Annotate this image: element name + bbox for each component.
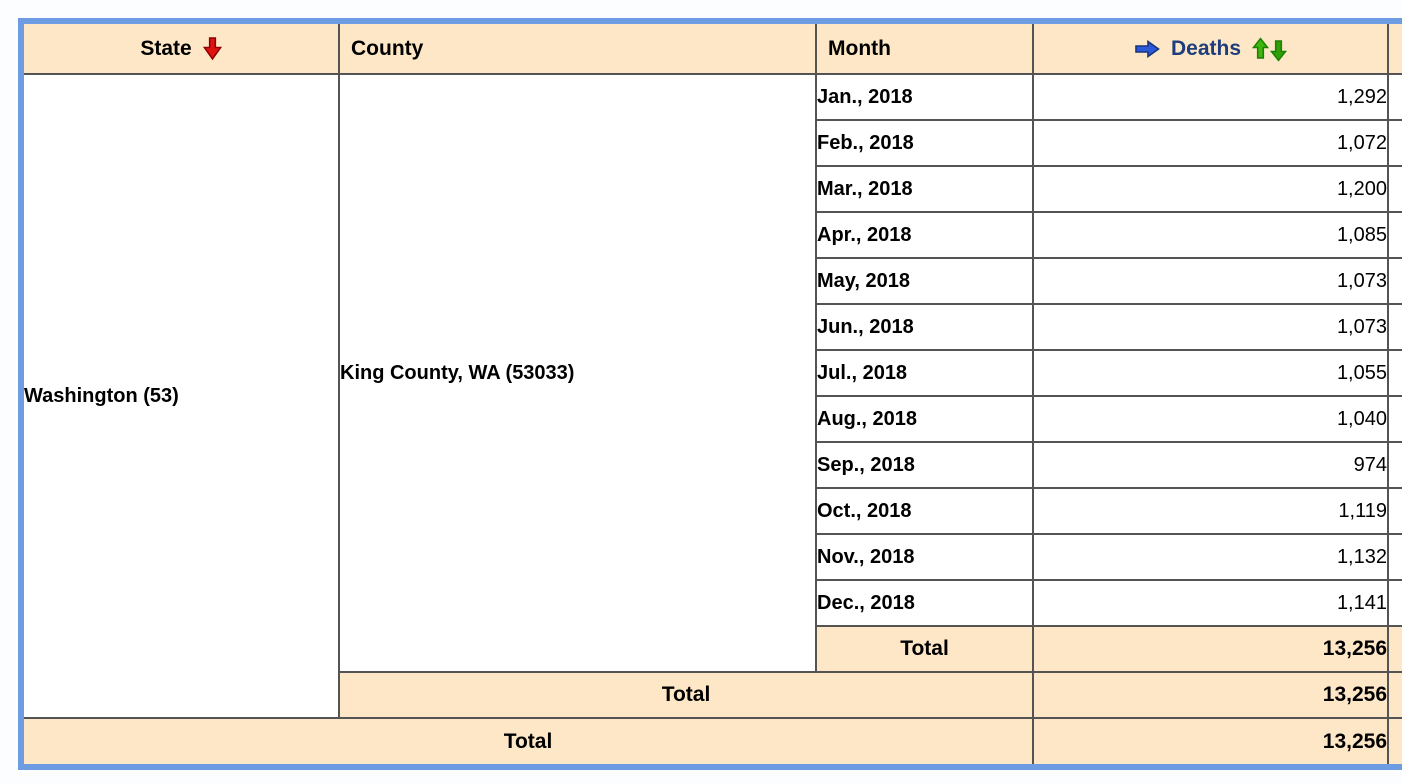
next-column-cell-sliver: [1388, 672, 1402, 719]
deaths-cell: 1,085: [1033, 212, 1389, 259]
table-row: Washington (53) King County, WA (53033) …: [24, 74, 1402, 719]
deaths-cell: 1,119: [1033, 488, 1389, 535]
month-cell: Apr., 2018: [816, 212, 1034, 259]
next-column-cell-sliver: [1388, 166, 1402, 213]
deaths-cell: 1,040: [1033, 396, 1389, 443]
county-month-total-row: Total 13,256: [24, 626, 1402, 673]
month-cell: Sep., 2018: [816, 442, 1034, 489]
state-column-header: State: [24, 24, 340, 75]
month-cell: Dec., 2018: [816, 580, 1034, 627]
grand-total-value-cell: 13,256: [1033, 718, 1389, 764]
next-column-cell-sliver: [1388, 304, 1402, 351]
deaths-by-month-table: State County Month: [24, 24, 1402, 764]
month-header-label: Month: [828, 36, 891, 60]
deaths-cell: 1,073: [1033, 258, 1389, 305]
month-column-header: Month: [816, 24, 1034, 75]
county-total-value-cell: 13,256: [1033, 672, 1389, 719]
table-row: Oct., 2018 1,119: [24, 488, 1402, 535]
state-header-label: State: [140, 36, 192, 60]
deaths-column-header: Deaths: [1033, 24, 1389, 75]
month-cell: Mar., 2018: [816, 166, 1034, 213]
next-column-cell-sliver: [1388, 212, 1402, 259]
next-column-cell-sliver: [1388, 442, 1402, 489]
table-row: Mar., 2018 1,200: [24, 166, 1402, 213]
table-row: Jul., 2018 1,055: [24, 350, 1402, 397]
county-total-row: Total 13,256: [24, 672, 1402, 719]
deaths-sort-descending-icon[interactable]: [1269, 39, 1288, 62]
next-column-cell-sliver: [1388, 534, 1402, 581]
next-column-cell-sliver: [1388, 626, 1402, 673]
next-column-cell-sliver: [1388, 580, 1402, 627]
next-column-cell-sliver: [1388, 120, 1402, 167]
deaths-cell: 974: [1033, 442, 1389, 489]
table-row: May, 2018 1,073: [24, 258, 1402, 305]
state-sort-descending-icon[interactable]: [202, 36, 222, 61]
next-column-cell-sliver: [1388, 488, 1402, 535]
table-row: Aug., 2018 1,040: [24, 396, 1402, 443]
state-cell: Washington (53): [24, 74, 340, 719]
grand-total-row: Total 13,256: [24, 718, 1402, 764]
county-cell: King County, WA (53033): [339, 74, 817, 673]
month-cell: Oct., 2018: [816, 488, 1034, 535]
next-column-cell-sliver: [1388, 350, 1402, 397]
table-row: Dec., 2018 1,141: [24, 580, 1402, 627]
month-total-label-cell: Total: [816, 626, 1034, 673]
deaths-cell: 1,141: [1033, 580, 1389, 627]
deaths-cell: 1,072: [1033, 120, 1389, 167]
county-header-label: County: [351, 36, 424, 60]
table-row: Sep., 2018 974: [24, 442, 1402, 489]
county-total-label-cell: Total: [339, 672, 1034, 719]
county-column-header: County: [339, 24, 817, 75]
deaths-cell: 1,073: [1033, 304, 1389, 351]
next-column-cell-sliver: [1388, 258, 1402, 305]
deaths-cell: 1,132: [1033, 534, 1389, 581]
month-cell: Jan., 2018: [816, 74, 1034, 121]
deaths-sort-ascending-icon[interactable]: [1251, 37, 1270, 60]
month-cell: Aug., 2018: [816, 396, 1034, 443]
grand-total-label-cell: Total: [24, 718, 1034, 764]
deaths-pointer-right-icon[interactable]: [1134, 39, 1160, 58]
table-row: Feb., 2018 1,072: [24, 120, 1402, 167]
deaths-cell: 1,292: [1033, 74, 1389, 121]
deaths-cell: 1,055: [1033, 350, 1389, 397]
table-row: Jun., 2018 1,073: [24, 304, 1402, 351]
next-column-cell-sliver: [1388, 74, 1402, 121]
month-total-value-cell: 13,256: [1033, 626, 1389, 673]
month-cell: May, 2018: [816, 258, 1034, 305]
month-cell: Jul., 2018: [816, 350, 1034, 397]
month-cell: Feb., 2018: [816, 120, 1034, 167]
table-header-row: State County Month: [24, 24, 1402, 75]
month-cell: Jun., 2018: [816, 304, 1034, 351]
deaths-cell: 1,200: [1033, 166, 1389, 213]
next-column-cell-sliver: [1388, 396, 1402, 443]
month-cell: Nov., 2018: [816, 534, 1034, 581]
deaths-header-label: Deaths: [1170, 36, 1242, 60]
table-row: Apr., 2018 1,085: [24, 212, 1402, 259]
next-column-header-sliver: [1388, 24, 1402, 75]
results-table-frame: State County Month: [18, 18, 1402, 770]
next-column-cell-sliver: [1388, 718, 1402, 764]
table-row: Nov., 2018 1,132: [24, 534, 1402, 581]
